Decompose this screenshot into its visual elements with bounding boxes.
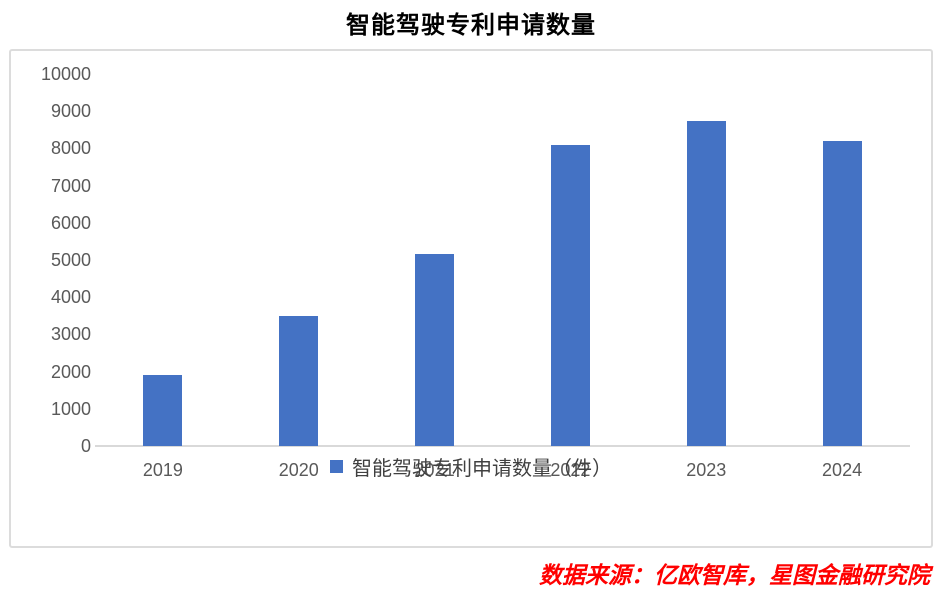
y-tick-label: 8000	[50, 138, 91, 159]
bar-2022	[550, 144, 590, 446]
legend: 智能驾驶专利申请数量（件）	[0, 452, 942, 481]
x-axis-line	[95, 445, 910, 447]
y-tick-label: 4000	[50, 287, 91, 308]
y-tick-label: 3000	[50, 324, 91, 345]
bar-2024	[822, 140, 862, 446]
y-tick-label: 1000	[50, 398, 91, 419]
legend-swatch-icon	[330, 460, 343, 473]
y-tick-label: 2000	[50, 361, 91, 382]
y-tick-label: 0	[80, 436, 91, 456]
chart-title: 智能驾驶专利申请数量	[346, 13, 596, 39]
x-tick-label: 2021	[414, 460, 455, 480]
x-tick-label: 2019	[142, 460, 183, 480]
y-tick-label: 7000	[50, 175, 91, 196]
y-tick-label: 10000	[40, 64, 91, 84]
x-tick-label: 2024	[822, 460, 863, 480]
chart-box: 0 1000 2000 3000 4000 5000 6000 7000 8000 9000 100…	[9, 49, 933, 548]
x-tick-label: 2022	[550, 460, 591, 480]
bar-2019	[143, 375, 183, 446]
y-tick-label: 6000	[50, 212, 91, 233]
y-tick-label: 9000	[50, 101, 91, 122]
bar-2023	[686, 120, 726, 446]
bar-2021	[415, 254, 455, 446]
x-tick-label: 2023	[686, 460, 727, 480]
data-source-note: 数据来源：亿欧智库，星图金融研究院	[539, 563, 930, 588]
legend-label: 智能驾驶专利申请数量（件）	[352, 458, 612, 480]
y-tick-label: 5000	[50, 250, 91, 270]
bar-2020	[279, 315, 319, 446]
x-tick-label: 2020	[278, 460, 319, 480]
